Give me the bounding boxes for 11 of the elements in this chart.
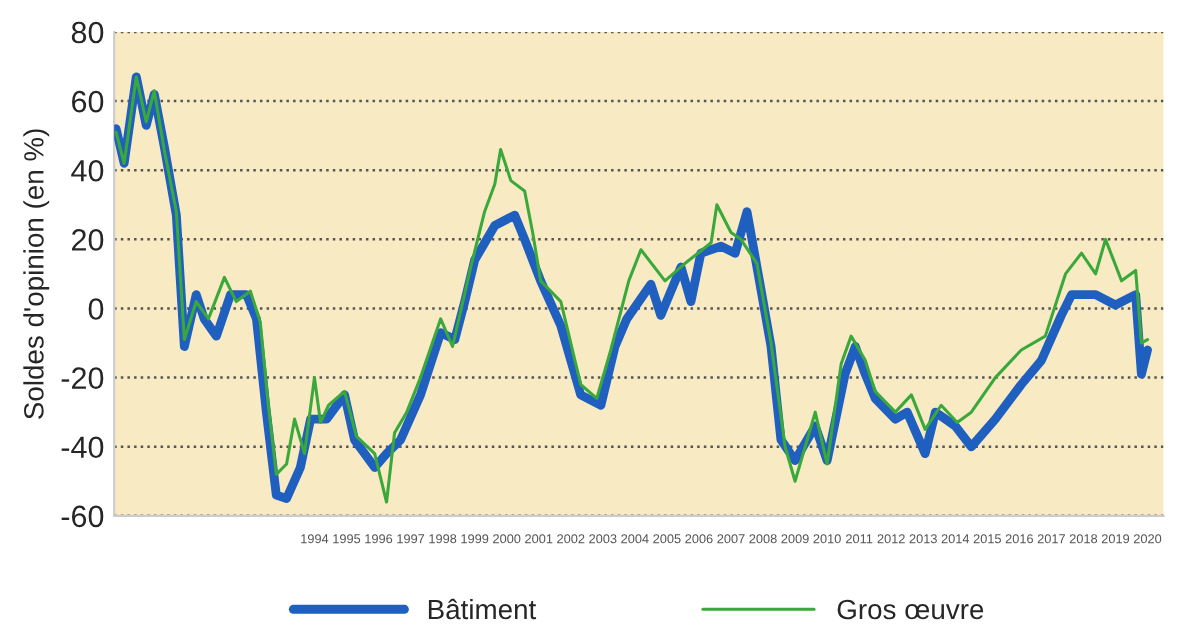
y-tick-label: 40: [71, 159, 104, 182]
legend-label: Bâtiment: [428, 598, 537, 620]
y-tick-label: -40: [61, 436, 104, 459]
y-tick-label: 60: [72, 90, 104, 113]
y-axis-title: Soldes d'opinion (en %): [23, 129, 50, 419]
y-tick-label: -20: [61, 367, 104, 389]
y-tick-label: 80: [71, 21, 104, 44]
y-tick-label: 20: [72, 229, 104, 251]
y-tick-label: -60: [61, 505, 104, 528]
y-tick-label: 0: [88, 298, 104, 320]
legend-label: Gros œuvre: [837, 599, 984, 620]
